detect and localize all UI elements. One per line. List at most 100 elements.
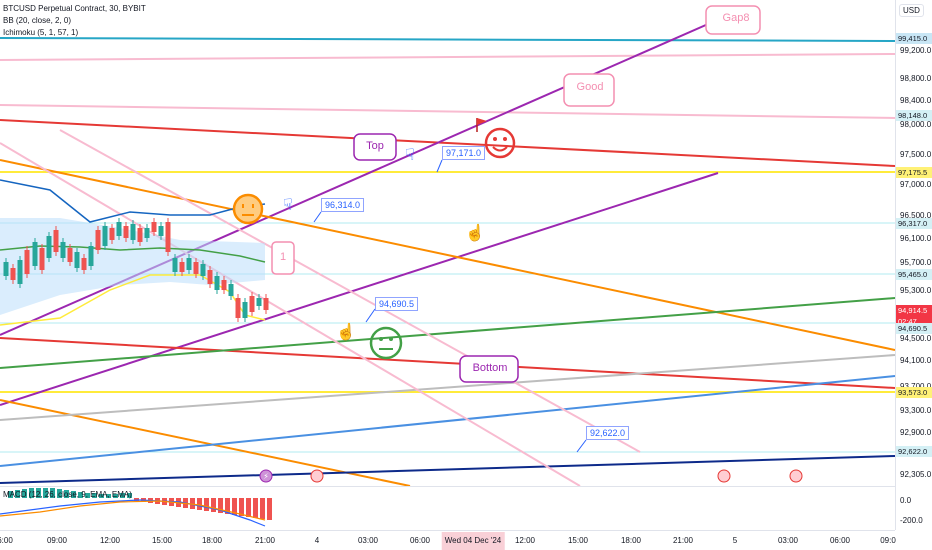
price-tick-label: 94,100.0 (900, 356, 932, 365)
legend-bb[interactable]: BB (20, close, 2, 0) (3, 16, 72, 25)
price-tick-label: 97,000.0 (900, 180, 932, 189)
trend-line-navy (0, 455, 895, 484)
bottom-callout-text[interactable]: Bottom (472, 362, 508, 374)
time-tick-label: 15:00 (567, 536, 589, 545)
currency-label[interactable]: USD (899, 4, 924, 17)
candle (116, 222, 122, 236)
price-chart[interactable]: ⚡ (0, 0, 895, 486)
svg-text:⚡: ⚡ (263, 472, 269, 481)
macd-bar (134, 498, 139, 501)
price-tick-label: 96,500.0 (900, 211, 932, 220)
neutral-face-icon-green (369, 326, 403, 360)
price-tick-label: 92,305.0 (900, 470, 932, 479)
lightning-icon: ⚡ (259, 469, 273, 483)
price-note-1[interactable]: 97,171.0 (442, 146, 486, 160)
macd-bar (267, 498, 272, 520)
candle (165, 222, 171, 252)
trend-line-orange (0, 159, 895, 351)
macd-bar (113, 494, 118, 498)
price-level-label[interactable]: 94,690.5 (896, 323, 932, 334)
price-level-label[interactable]: 95,465.0 (896, 269, 932, 280)
macd-bar (78, 492, 83, 498)
trend-line-gray (0, 354, 895, 421)
one-callout-bubble (271, 241, 295, 275)
macd-bar (99, 494, 104, 498)
macd-legend[interactable]: MACD (12, 26, close, 9, EMA, EMA) (3, 490, 132, 499)
time-tick-label: 6:00 (0, 536, 13, 545)
candle (39, 248, 45, 270)
candle (123, 226, 129, 238)
time-tick-label: 4 (314, 536, 320, 545)
candle (200, 264, 206, 276)
candle (32, 242, 38, 266)
price-note-3[interactable]: 94,690.5 (375, 297, 419, 311)
one-callout-text[interactable]: 1 (279, 251, 287, 263)
good-callout-text[interactable]: Good (576, 81, 604, 93)
candle (102, 226, 108, 246)
candle (60, 242, 66, 258)
candle (24, 250, 30, 274)
candle (242, 302, 248, 318)
pointing-hand-icon[interactable]: ☝ (336, 324, 356, 341)
price-level-label[interactable]: 99,415.0 (896, 33, 932, 44)
price-level-label[interactable]: 92,622.0 (896, 446, 932, 457)
macd-bar (120, 493, 125, 498)
candle (193, 262, 199, 274)
candle (144, 228, 150, 238)
time-tick-label: 06:00 (409, 536, 431, 545)
gap-callout-text[interactable]: Gap8 (722, 12, 750, 24)
price-note-4[interactable]: 92,622.0 (586, 426, 630, 440)
macd-bar (190, 498, 195, 509)
time-cursor-label: Wed 04 Dec '24 (441, 532, 505, 550)
candle (228, 284, 234, 296)
candle (109, 228, 115, 240)
price-level-label[interactable]: 02:47 (896, 316, 932, 327)
candle (221, 280, 227, 290)
price-tick-label: 96,100.0 (900, 234, 932, 243)
price-note-2[interactable]: 96,314.0 (321, 198, 365, 212)
macd-bar (71, 491, 76, 498)
macd-bar (239, 498, 244, 516)
price-tick-label: 92,900.0 (900, 428, 932, 437)
candle (3, 262, 9, 276)
level-line-red (0, 119, 895, 167)
level-line-pink-2 (0, 104, 895, 119)
bottom-callout-bubble (459, 355, 519, 383)
time-tick-label: 12:00 (514, 536, 536, 545)
pointing-hand-icon[interactable]: ☟ (283, 197, 293, 214)
macd-bar (92, 493, 97, 498)
macd-bar (225, 498, 230, 514)
price-tick-label: 95,300.0 (900, 286, 932, 295)
price-level-label[interactable]: 97,175.5 (896, 167, 932, 178)
candle (214, 276, 220, 290)
top-callout-text[interactable]: Top (366, 140, 384, 152)
pointing-hand-icon[interactable]: ☟ (405, 147, 415, 164)
price-level-label[interactable]: 93,573.0 (896, 387, 932, 398)
price-tick-label: 93,300.0 (900, 406, 932, 415)
price-tick-label: 98,400.0 (900, 96, 932, 105)
top-callout-bubble (353, 133, 397, 161)
price-axis[interactable]: USD 99,200.0 98,800.0 98,400.0 98,000.0 97,5… (895, 0, 932, 530)
price-level-label[interactable]: 94,914.5 (896, 305, 932, 316)
macd-chart[interactable] (0, 486, 895, 530)
time-axis[interactable]: 6:00 09:00 12:00 15:00 18:00 21:00 4 03:00 06:00… (0, 530, 896, 550)
candle (95, 230, 101, 250)
candle (67, 248, 73, 262)
calendar-flag-icon (310, 469, 803, 483)
macd-bar (15, 490, 20, 498)
candle (130, 224, 136, 240)
price-level-label[interactable]: 96,317.0 (896, 218, 932, 229)
time-tick-label: 5 (732, 536, 738, 545)
macd-bar (29, 488, 34, 498)
price-tick-label: 97,500.0 (900, 150, 932, 159)
candle (46, 236, 52, 258)
chart-legend[interactable]: BTCUSD Perpetual Contract, 30, BYBIT BB … (3, 3, 146, 39)
candle (137, 228, 143, 242)
legend-ichimoku[interactable]: Ichimoku (5, 1, 57, 1) (3, 28, 79, 37)
price-level-label[interactable]: 98,148.0 (896, 110, 932, 121)
macd-bar (246, 498, 251, 517)
macd-bar (211, 498, 216, 512)
level-line-cyan-top (0, 37, 895, 42)
pointing-hand-icon[interactable]: ☝ (465, 225, 485, 242)
